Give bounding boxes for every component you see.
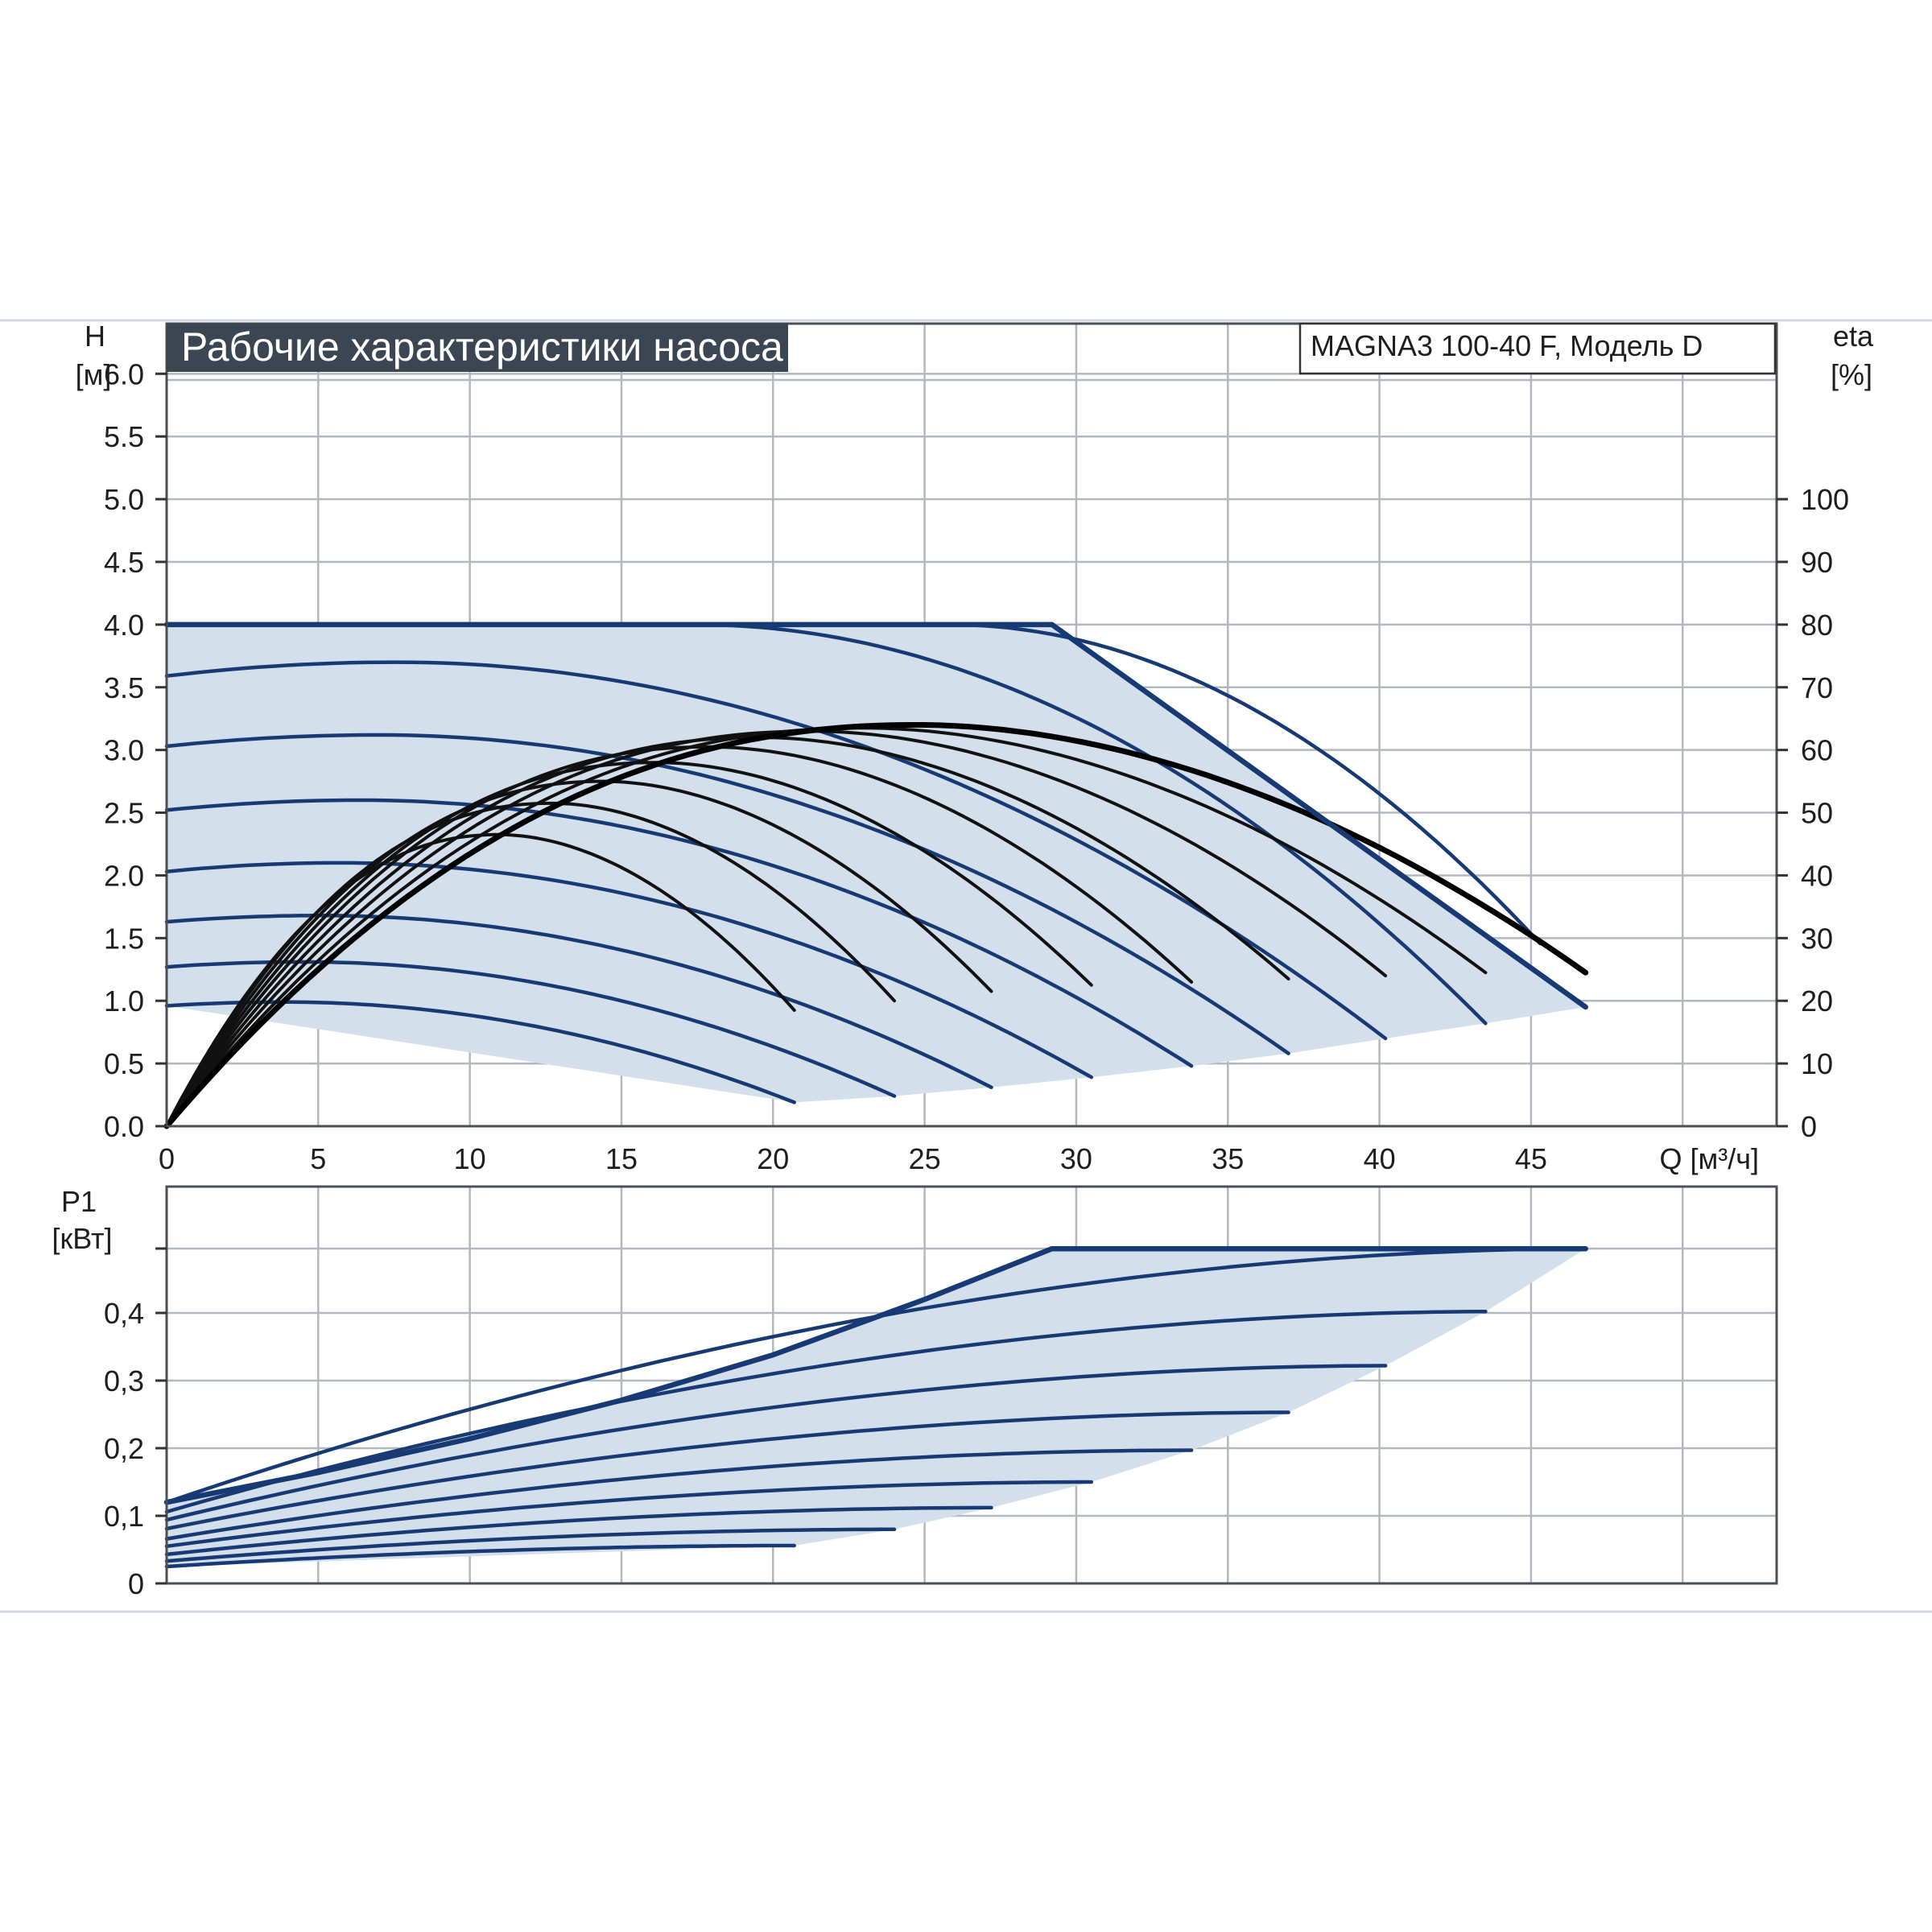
y2-tick-label-2: 20 <box>1801 985 1833 1018</box>
x-tick-label-4: 20 <box>757 1142 789 1175</box>
head-max-curve-group <box>163 621 1588 1010</box>
power-max-curve-group <box>163 1245 1588 1505</box>
head-speed-curve-3 <box>164 914 993 1089</box>
y2-tick-label-5: 50 <box>1801 797 1833 830</box>
y2-axis-title-eta: eta <box>1833 320 1874 353</box>
x-tick-label-6: 30 <box>1060 1142 1092 1175</box>
model-label: MAGNA3 100-40 F, Модель D <box>1311 329 1703 362</box>
y-tick-label-12: 6.0 <box>104 357 144 390</box>
power-speed-curve-1 <box>164 1543 796 1569</box>
head-speed-curve-1 <box>164 1000 796 1104</box>
efficiency-curve-3 <box>165 779 993 1128</box>
x-tick-label-3: 15 <box>605 1142 638 1175</box>
chart-title-box <box>167 324 788 372</box>
power-speed-curve-3 <box>164 1505 993 1557</box>
x-tick-label-2: 10 <box>454 1142 486 1175</box>
head-speed-curve-4 <box>164 861 1094 1080</box>
y-tick-label-10: 5.0 <box>104 483 144 516</box>
y2-tick-label-0: 0 <box>1801 1110 1817 1143</box>
y-tick-label-11: 5.5 <box>104 420 144 453</box>
head-speed-curve-9 <box>947 622 1542 946</box>
head-chart-ticks: 0 5 10 15 20 25 30 35 40 45 0.0 0.5 1.0 1.5 2.0 2.5 3.0 3… <box>104 357 1849 1175</box>
y-tick-label-8: 4.0 <box>104 609 144 642</box>
x-tick-label-5: 25 <box>909 1142 941 1175</box>
power-max-curve <box>163 1245 1588 1505</box>
power-speed-curve-5 <box>164 1448 1194 1541</box>
efficiency-curve-5 <box>165 745 1194 1128</box>
power-speed-curve-4 <box>164 1480 1094 1549</box>
y2-tick-label-1: 10 <box>1801 1047 1833 1080</box>
x-tick-label-0: 0 <box>159 1142 175 1175</box>
model-label-box <box>1298 322 1777 375</box>
head-chart: 0 5 10 15 20 25 30 35 40 45 0.0 0.5 1.0 1.5 2.0 2.5 3.0 3… <box>76 320 1874 1175</box>
p-tick-label-2: 0,2 <box>104 1432 144 1465</box>
efficiency-curve-2 <box>165 801 896 1128</box>
y2-tick-label-8: 80 <box>1801 609 1833 642</box>
y-tick-label-0: 0.0 <box>104 1110 144 1143</box>
y-axis-title-power: P1 <box>61 1185 97 1218</box>
y-tick-label-7: 3.5 <box>104 671 144 704</box>
p-tick-label-3: 0,3 <box>104 1364 144 1397</box>
head-speed-curve-8 <box>692 622 1488 1026</box>
power-speed-curve-8 <box>164 1310 1488 1514</box>
y2-tick-label-9: 90 <box>1801 546 1833 579</box>
y2-tick-label-3: 30 <box>1801 922 1833 955</box>
power-speed-curve-7 <box>164 1364 1388 1522</box>
y2-axis-unit-eta: [%] <box>1831 358 1872 391</box>
y-tick-label-2: 1.0 <box>104 985 144 1018</box>
head-max-curve <box>163 621 1588 1010</box>
efficiency-curves <box>163 722 1589 1129</box>
y2-tick-label-6: 60 <box>1801 734 1833 767</box>
y-axis-title-head: H <box>85 320 105 353</box>
y-axis-unit-power: [кВт] <box>52 1222 112 1255</box>
head-speed-curve-2 <box>164 960 897 1098</box>
x-tick-label-9: 45 <box>1515 1142 1547 1175</box>
head-speed-curve-7 <box>164 660 1388 1041</box>
power-region-fill <box>167 1249 1586 1567</box>
y-axis-unit-head: [м] <box>76 358 112 391</box>
power-chart-frame <box>165 1185 1778 1585</box>
y2-tick-label-4: 40 <box>1801 859 1833 892</box>
head-chart-frame <box>165 322 1778 1128</box>
y-tick-label-1: 0.5 <box>104 1047 144 1080</box>
power-speed-curve-2 <box>164 1527 897 1563</box>
x-tick-label-1: 5 <box>310 1142 326 1175</box>
y-tick-label-9: 4.5 <box>104 546 144 579</box>
power-chart-ticks: 0 0,1 0,2 0,3 0,4 <box>104 1247 167 1600</box>
power-chart: 0 0,1 0,2 0,3 0,4 P1 [кВт] <box>52 1185 1778 1600</box>
y-tick-label-3: 1.5 <box>104 922 144 955</box>
head-speed-curves <box>164 622 1542 1104</box>
p-tick-label-4: 0,4 <box>104 1297 144 1330</box>
y2-tick-label-7: 70 <box>1801 671 1833 704</box>
x-tick-label-8: 40 <box>1364 1142 1396 1175</box>
x-tick-label-7: 35 <box>1212 1142 1244 1175</box>
y-tick-label-6: 3.0 <box>104 734 144 767</box>
p-tick-label-1: 0,1 <box>104 1500 144 1533</box>
y-tick-label-4: 2.0 <box>104 859 144 892</box>
y-tick-label-5: 2.5 <box>104 797 144 830</box>
chart-title: Рабочие характеристики насоса <box>181 324 783 369</box>
power-operating-region <box>167 1249 1586 1567</box>
head-speed-curve-5 <box>164 798 1194 1068</box>
head-speed-curve-6 <box>164 733 1290 1055</box>
power-speed-curve-6 <box>164 1410 1290 1531</box>
efficiency-curve-9 <box>163 722 1589 1129</box>
p-tick-label-0: 0 <box>128 1567 144 1600</box>
x-axis-title: Q [м³/ч] <box>1659 1142 1759 1175</box>
y2-tick-label-10: 100 <box>1801 483 1849 516</box>
